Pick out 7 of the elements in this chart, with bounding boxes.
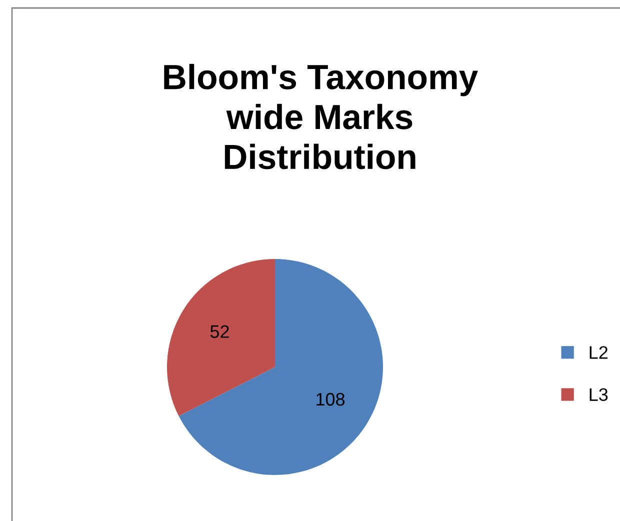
legend-label: L2 (590, 346, 608, 359)
legend-label: L3 (590, 388, 608, 401)
data-label: 108 (316, 392, 345, 406)
pie-slice (178, 259, 383, 475)
data-label: 52 (210, 325, 229, 338)
chart-title: Bloom's Taxonomy wide Marks Distribution (164, 64, 478, 170)
pie-slice (167, 259, 275, 416)
